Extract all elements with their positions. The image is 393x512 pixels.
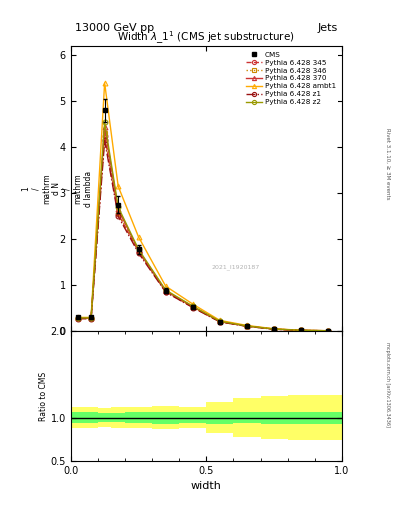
Y-axis label: 1
/
mathrm
d N
/
mathrm
d lambda: 1 / mathrm d N / mathrm d lambda (21, 170, 92, 207)
Legend: CMS, Pythia 6.428 345, Pythia 6.428 346, Pythia 6.428 370, Pythia 6.428 ambt1, P: CMS, Pythia 6.428 345, Pythia 6.428 346,… (244, 50, 338, 107)
Text: mcplots.cern.ch [arXiv:1306.3436]: mcplots.cern.ch [arXiv:1306.3436] (385, 342, 390, 426)
Y-axis label: Ratio to CMS: Ratio to CMS (39, 371, 48, 420)
Text: Rivet 3.1.10, ≥ 3M events: Rivet 3.1.10, ≥ 3M events (385, 128, 390, 200)
Text: Jets: Jets (318, 23, 338, 33)
Text: 2021_I1920187: 2021_I1920187 (212, 265, 260, 270)
Text: 13000 GeV pp: 13000 GeV pp (75, 23, 154, 33)
X-axis label: width: width (191, 481, 222, 491)
Title: Width $\lambda\_1^1$ (CMS jet substructure): Width $\lambda\_1^1$ (CMS jet substructu… (118, 30, 295, 46)
